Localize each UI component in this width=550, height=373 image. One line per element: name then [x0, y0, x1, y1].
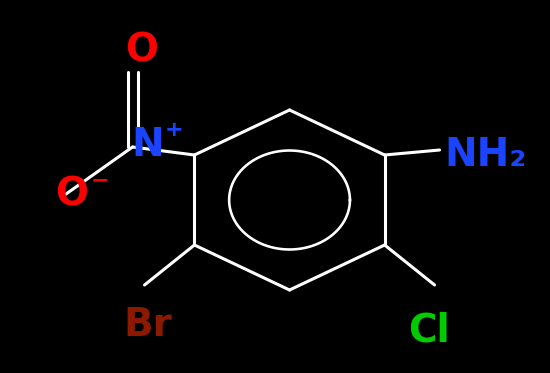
Text: Cl: Cl: [409, 311, 450, 349]
Text: O: O: [125, 31, 158, 69]
Text: N: N: [131, 126, 164, 164]
Text: −: −: [91, 170, 109, 190]
Text: NH₂: NH₂: [444, 136, 526, 174]
Text: O: O: [56, 176, 89, 214]
Text: Br: Br: [123, 306, 172, 344]
Text: +: +: [164, 120, 183, 140]
